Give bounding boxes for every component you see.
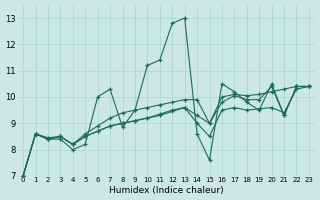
- X-axis label: Humidex (Indice chaleur): Humidex (Indice chaleur): [109, 186, 223, 195]
